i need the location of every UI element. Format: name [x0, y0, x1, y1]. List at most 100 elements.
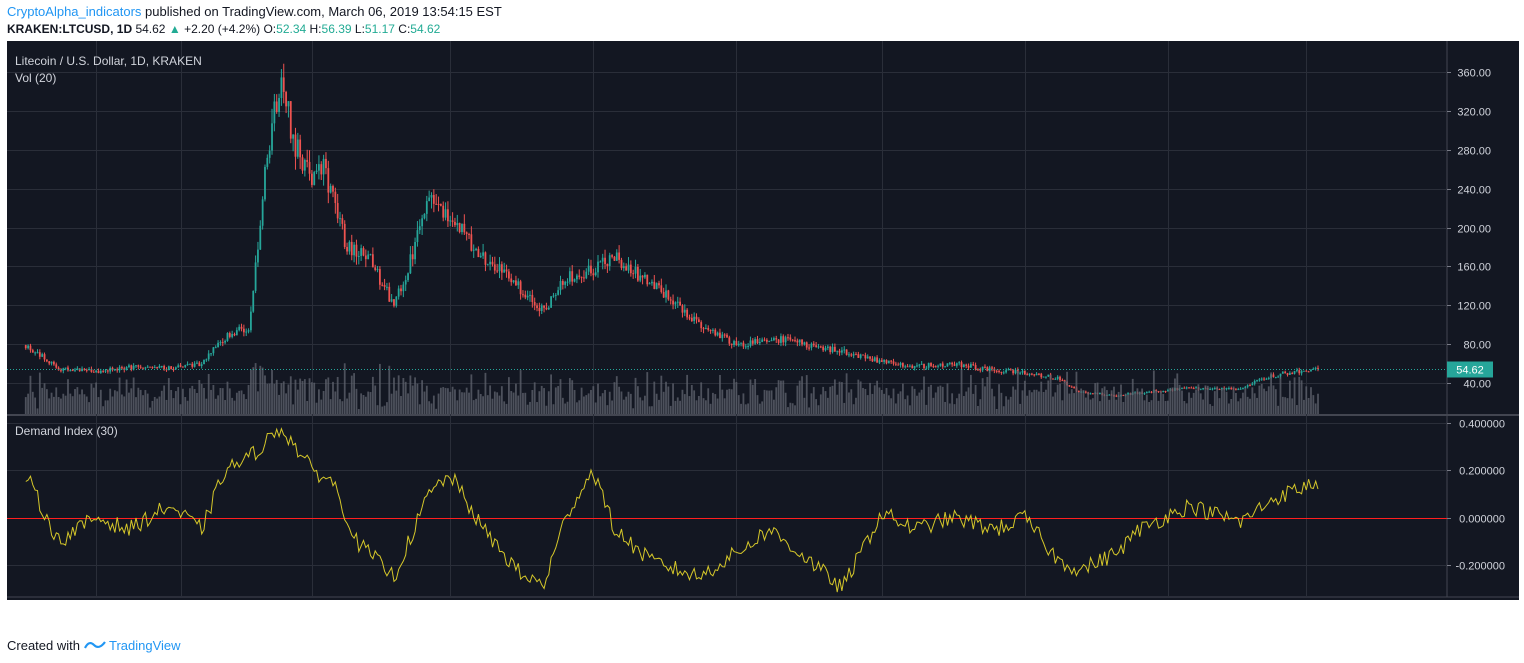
volume-bar [62, 393, 65, 414]
candle-body [266, 157, 269, 167]
volume-bar [1098, 401, 1101, 414]
candle-body [364, 255, 367, 260]
candle-body [104, 370, 107, 372]
candle-body [646, 274, 649, 285]
volume-bar [1284, 397, 1287, 414]
volume-bar [1312, 395, 1315, 414]
time-axis[interactable] [7, 597, 1519, 600]
candle-body [622, 266, 625, 269]
candle-body [890, 360, 893, 362]
volume-bar [857, 379, 860, 414]
tradingview-brand[interactable]: TradingView [109, 638, 181, 653]
candle-body [1237, 389, 1240, 391]
candle-body [780, 336, 782, 343]
volume-bar [618, 386, 621, 414]
volume-bar [442, 387, 445, 414]
volume-bar [1040, 381, 1043, 414]
volume-bar [716, 398, 719, 414]
candle-body [125, 366, 128, 370]
candle-body [259, 225, 262, 250]
volume-bar [669, 405, 672, 414]
volume-bar [1152, 370, 1155, 414]
candle-body [749, 340, 752, 346]
author-link[interactable]: CryptoAlpha_indicators [7, 4, 142, 19]
volume-bar [76, 387, 79, 414]
volume-bar [432, 395, 435, 414]
volume-bar [871, 393, 874, 414]
candle-body [160, 365, 163, 367]
volume-bar [212, 384, 215, 414]
candle-body [906, 366, 909, 368]
volume-bar [561, 397, 564, 414]
volume-bar [158, 396, 161, 414]
volume-bar [974, 385, 977, 414]
volume-bar [1256, 397, 1258, 414]
chart-canvas[interactable]: Oct62018MarMayJulSepNov2019Mar360.00320.… [0, 40, 1524, 600]
candle-body [550, 296, 553, 308]
volume-bar [149, 407, 151, 414]
volume-bar [1202, 399, 1204, 414]
candle-body [925, 367, 928, 369]
volume-bar [1185, 403, 1188, 414]
candle-body [357, 255, 360, 257]
volume-bar [1211, 405, 1214, 414]
candle-body [482, 252, 484, 256]
volume-bar [1148, 401, 1151, 414]
volume-bar [904, 399, 907, 414]
volume-bar [1108, 399, 1111, 414]
volume-bar [29, 375, 32, 414]
candle-body [327, 168, 330, 193]
candle-body [688, 317, 691, 319]
volume-bar [651, 406, 653, 414]
volume-bar [831, 385, 834, 414]
volume-bar [83, 394, 86, 414]
candle-body [367, 254, 370, 260]
candle-body [1038, 373, 1040, 375]
tradingview-logo-icon [83, 638, 106, 653]
volume-bar [489, 385, 492, 414]
y-tick-label: 320.00 [1457, 107, 1491, 119]
candle-body [944, 366, 947, 368]
volume-bar [965, 391, 968, 414]
volume-bar [986, 376, 989, 414]
candle-body [45, 359, 48, 362]
volume-bar [214, 398, 217, 414]
candle-body [252, 290, 255, 312]
volume-bar [313, 382, 316, 414]
volume-bar [1251, 387, 1254, 414]
volume-bar [629, 393, 632, 414]
candle-body [923, 363, 925, 368]
candle-body [1122, 395, 1125, 397]
volume-bar [850, 389, 853, 414]
volume-bar [977, 405, 979, 414]
volume-bar [763, 389, 766, 414]
candle-body [318, 164, 320, 171]
candle-body [714, 329, 717, 336]
candle-body [869, 356, 871, 359]
volume-bar [697, 395, 700, 414]
candle-body [1162, 391, 1165, 393]
volume-bar [536, 402, 538, 414]
candle-body [1220, 387, 1223, 390]
candle-body [289, 101, 292, 139]
volume-bar [226, 381, 229, 414]
volume-bar [749, 379, 752, 414]
volume-bar [704, 400, 707, 414]
volume-bar [67, 379, 69, 414]
volume-bar [207, 373, 210, 414]
volume-bar [332, 381, 334, 414]
candle-body [972, 364, 975, 366]
volume-bar [824, 391, 827, 414]
candle-body [275, 101, 278, 112]
volume-bar [920, 389, 923, 414]
candle-body [747, 345, 750, 347]
candle-body [538, 308, 541, 312]
high-label: H: [309, 22, 322, 36]
candle-body [268, 150, 271, 158]
volume-bar [819, 394, 822, 414]
y-tick-label: 160.00 [1457, 262, 1491, 274]
candle-body [1244, 386, 1247, 389]
volume-bar [998, 384, 1000, 414]
volume-bar [325, 379, 327, 414]
symbol-ohlc-bar: KRAKEN:LTCUSD, 1D 54.62 ▲ +2.20 (+4.2%) … [7, 22, 440, 36]
